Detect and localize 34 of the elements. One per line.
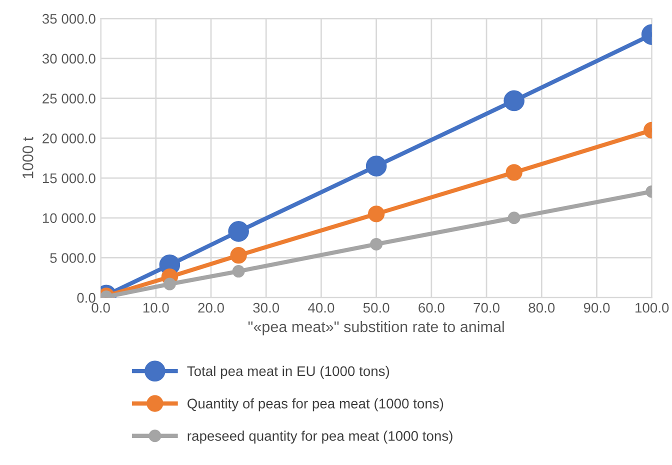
legend-label: Total pea meat in EU (1000 tons) (187, 366, 390, 379)
point (508, 212, 520, 224)
y-tick-label: 35 000.0 (42, 14, 96, 24)
point (163, 278, 176, 290)
y-tick-label: 20 000.0 (42, 134, 96, 144)
x-tick-label: 30.0 (253, 302, 280, 313)
point (230, 247, 247, 264)
y-tick-label: 5 000.0 (50, 253, 96, 263)
x-tick-label: 20.0 (198, 302, 224, 313)
x-tick-label: 60.0 (418, 302, 444, 313)
point (232, 265, 245, 278)
x-tick-label: 70.0 (474, 302, 500, 313)
y-tick-label: 0.0 (77, 292, 96, 303)
x-axis-title: "«pea meat»" substition rate to animal (248, 320, 504, 336)
y-tick-label: 10 000.0 (42, 213, 96, 224)
legend-label: rapeseed quantity for pea meat (1000 tons) (188, 430, 452, 444)
point (504, 90, 524, 112)
point (228, 221, 249, 242)
x-tick-label: 50.0 (363, 302, 390, 313)
point (366, 156, 387, 176)
x-tick-label: 0.0 (92, 302, 110, 313)
x-tick-label: 100.0 (636, 302, 669, 313)
x-tick-label: 90.0 (584, 302, 610, 313)
y-tick-label: 25 000.0 (42, 94, 96, 104)
point (368, 206, 385, 222)
point (370, 238, 383, 250)
y-tick-label: 15 000.0 (42, 173, 96, 184)
point (506, 164, 522, 181)
y-tick-label: 30 000.0 (42, 54, 96, 64)
legend-label: Quantity of peas for pea meat (1000 tons) (188, 398, 444, 412)
x-tick-label: 40.0 (308, 302, 334, 313)
x-tick-label: 10.0 (143, 302, 169, 313)
x-tick-label: 80.0 (528, 302, 555, 313)
y-axis-title: 1000 t (22, 136, 34, 178)
